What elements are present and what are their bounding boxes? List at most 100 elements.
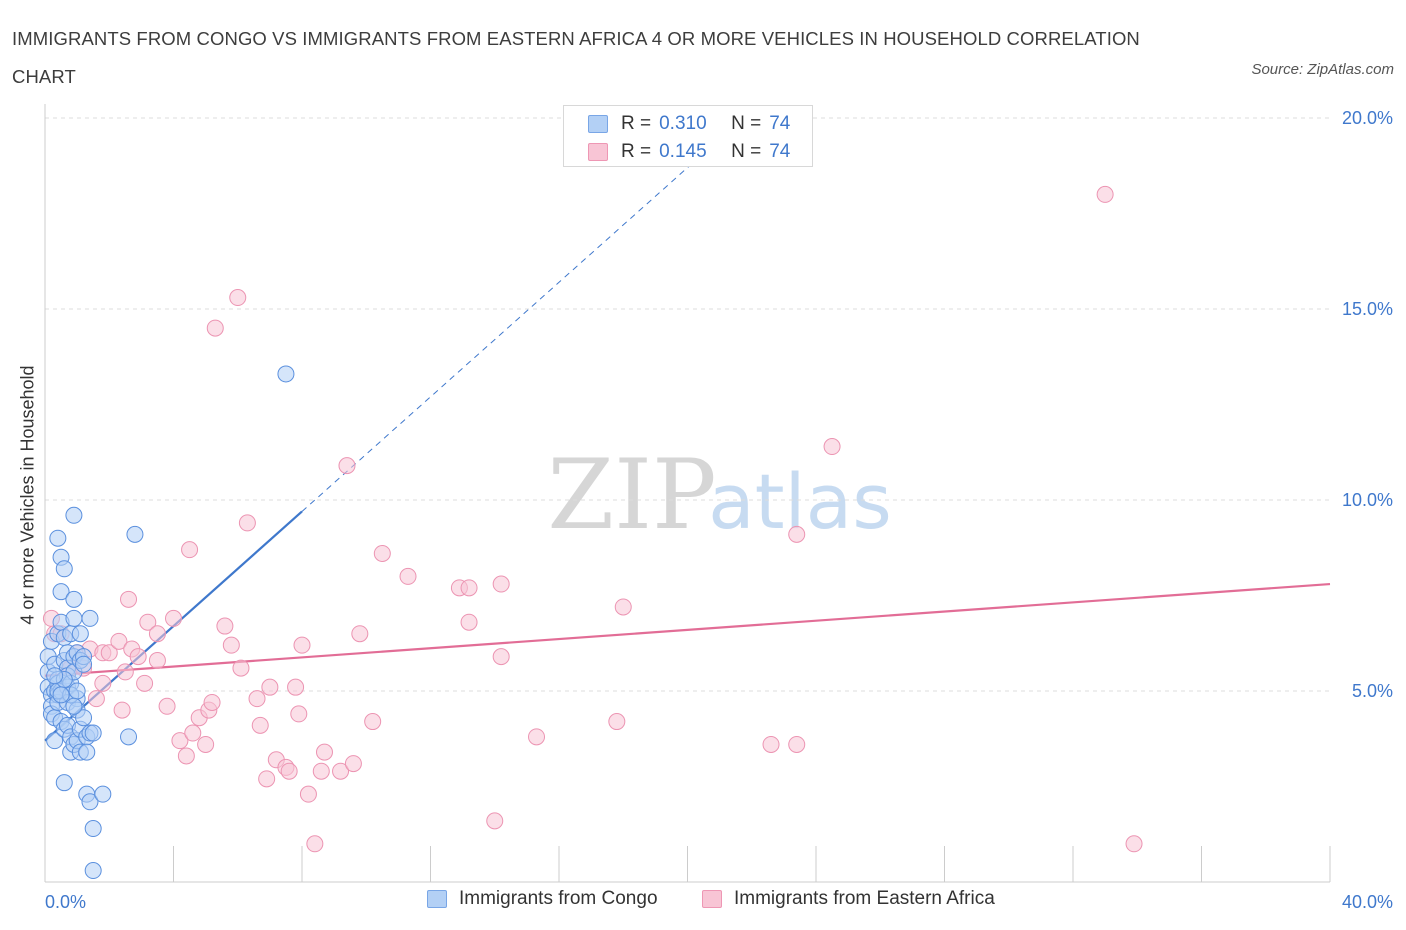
n-value-congo: 74 [769,113,791,134]
congo-point-55 [78,743,96,761]
legend-label-congo: Immigrants from Congo [459,888,658,909]
eastern-africa-point-62 [608,713,626,731]
congo-point-53 [75,655,93,673]
congo-point-22 [55,560,73,578]
eastern-africa-point-22 [177,747,195,765]
eastern-africa-point-25 [197,735,215,753]
congo-point-71 [46,667,64,685]
data-points [39,185,1143,880]
eastern-africa-point-63 [614,598,632,616]
eastern-africa-point-20 [165,609,182,627]
congo-point-58 [81,609,99,627]
legend-swatch-congo [588,115,608,133]
watermark: ZIP atlas [547,439,891,551]
grid-lines [45,117,1330,692]
eastern-africa-point-15 [129,648,147,666]
congo-point-64 [120,728,138,746]
x-tick-label-1: 40.0% [1342,892,1393,912]
eastern-africa-point-57 [460,613,478,631]
legend-item-congo[interactable]: Immigrants from Congo [427,888,658,910]
eastern-africa-point-23 [181,541,199,559]
eastern-africa-point-58 [486,812,504,830]
eastern-africa-trend-line [44,582,1331,677]
eastern-africa-point-19 [158,697,176,715]
eastern-africa-point-21 [171,732,189,750]
congo-point-41 [65,590,83,608]
r-label: R = [621,141,652,162]
correlation-legend: R = 0.310 N = 74 R = 0.145 N = 74 [563,105,813,167]
legend-item-eastern-africa[interactable]: Immigrants from Eastern Africa [702,888,995,910]
eastern-africa-point-28 [203,693,221,711]
eastern-africa-point-32 [232,659,250,677]
congo-point-26 [55,774,73,792]
eastern-africa-point-46 [312,762,330,780]
eastern-africa-point-36 [258,770,276,788]
eastern-africa-point-12 [113,701,131,719]
legend-label-eastern-africa: Immigrants from Eastern Africa [734,888,995,909]
eastern-africa-point-71 [116,663,134,681]
eastern-africa-point-40 [280,762,298,780]
eastern-africa-point-8 [87,690,105,708]
eastern-africa-point-70 [148,651,166,669]
axes [44,104,1331,883]
eastern-africa-point-43 [293,636,311,654]
congo-point-66 [277,365,295,383]
eastern-africa-point-45 [306,835,324,853]
eastern-africa-point-61 [528,728,546,746]
eastern-africa-point-48 [332,762,350,780]
eastern-africa-point-50 [344,755,362,773]
eastern-africa-point-34 [248,690,266,708]
legend-swatch-eastern-africa [588,143,608,161]
y-tick-label-2: 15.0% [1342,299,1393,319]
congo-point-73 [65,697,83,715]
legend-swatch-eastern-africa [702,890,722,908]
chart-title: IMMIGRANTS FROM CONGO VS IMMIGRANTS FROM… [12,28,1140,87]
eastern-africa-point-37 [261,678,279,696]
congo-point-52 [75,709,93,727]
eastern-africa-point-66 [788,735,806,753]
eastern-africa-point-13 [120,590,138,608]
congo-point-65 [126,525,144,543]
eastern-africa-point-41 [287,678,305,696]
eastern-africa-point-56 [460,579,478,597]
eastern-africa-point-44 [299,785,317,803]
y-tick-label-0: 5.0% [1352,681,1393,701]
tick-labels: 5.0% 10.0% 15.0% 20.0% 0.0% 40.0% [45,108,1393,912]
eastern-africa-point-49 [338,457,356,475]
legend-row-eastern-africa: R = 0.145 N = 74 [588,140,790,164]
congo-point-42 [65,506,83,524]
eastern-africa-point-10 [100,644,118,662]
eastern-africa-point-69 [1125,835,1143,853]
eastern-africa-point-16 [136,674,154,692]
n-label: N = [731,141,762,162]
eastern-africa-point-64 [762,735,780,753]
congo-point-70 [68,682,86,700]
y-tick-label-1: 10.0% [1342,490,1393,510]
congo-point-72 [52,686,70,704]
eastern-africa-point-59 [492,575,510,593]
eastern-africa-point-33 [238,514,256,532]
eastern-africa-point-53 [373,544,391,562]
eastern-africa-point-27 [206,319,224,337]
n-value-eastern-africa: 74 [769,141,791,162]
eastern-africa-point-18 [148,625,166,643]
eastern-africa-point-51 [351,625,369,643]
eastern-africa-point-42 [290,705,308,723]
x-tick-label-0: 0.0% [45,892,86,912]
eastern-africa-point-73 [94,674,112,692]
eastern-africa-point-17 [139,613,157,631]
eastern-africa-point-11 [110,632,128,650]
congo-point-16 [49,529,67,547]
congo-point-10 [46,732,64,750]
congo-point-18 [52,583,70,601]
eastern-africa-point-47 [315,743,333,761]
eastern-africa-point-68 [1096,185,1114,203]
r-value-eastern-africa: 0.145 [659,141,707,162]
eastern-africa-point-60 [492,648,510,666]
congo-point-59 [81,793,99,811]
eastern-africa-point-72 [184,724,202,742]
congo-point-63 [94,785,112,803]
congo-point-61 [84,820,102,838]
congo-point-62 [84,862,102,880]
watermark-zip: ZIP [547,439,716,551]
